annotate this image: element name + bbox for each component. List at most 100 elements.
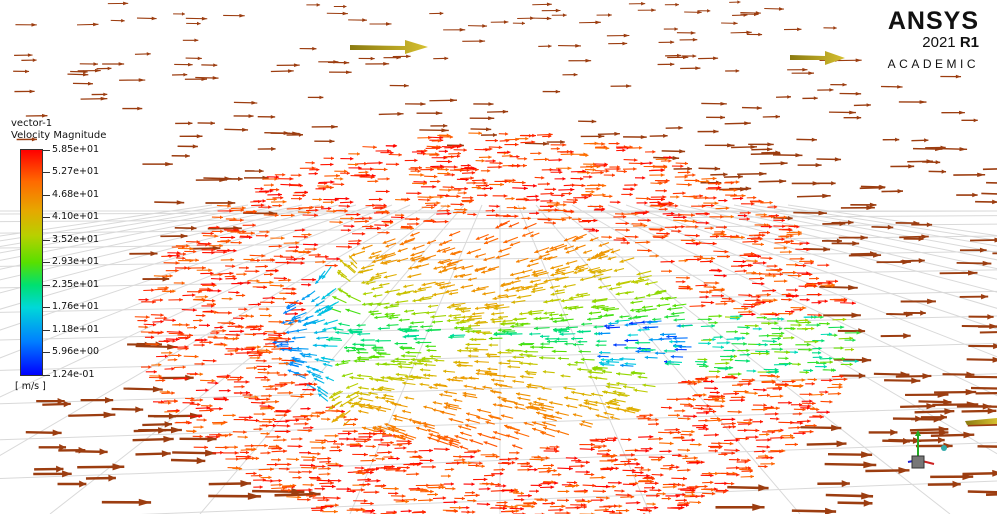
surface-vector bbox=[538, 483, 542, 488]
velocity-arrow bbox=[151, 16, 157, 21]
velocity-arrow bbox=[952, 480, 961, 488]
surface-vector bbox=[503, 239, 508, 244]
surface-vector bbox=[613, 268, 618, 273]
surface-vector bbox=[447, 474, 452, 478]
velocity-arrow bbox=[188, 121, 193, 126]
surface-vector bbox=[288, 488, 292, 493]
velocity-arrow bbox=[164, 421, 173, 428]
surface-vector bbox=[423, 373, 427, 377]
surface-vector bbox=[780, 435, 785, 440]
surface-vector bbox=[628, 316, 632, 321]
surface-vector bbox=[194, 372, 198, 376]
surface-vector bbox=[715, 433, 719, 437]
surface-vector bbox=[471, 329, 475, 334]
surface-vector bbox=[283, 449, 288, 453]
surface-vector bbox=[252, 332, 257, 337]
surface-vector bbox=[481, 464, 485, 469]
surface-vector bbox=[335, 462, 339, 466]
surface-vector bbox=[705, 364, 709, 369]
surface-vector bbox=[562, 217, 567, 222]
velocity-arrow bbox=[858, 372, 866, 379]
surface-vector bbox=[630, 300, 634, 305]
velocity-arrow bbox=[614, 131, 620, 136]
surface-vector bbox=[276, 444, 280, 449]
surface-vector bbox=[767, 393, 771, 398]
velocity-arrow bbox=[170, 426, 182, 434]
surface-vector bbox=[746, 217, 750, 221]
surface-vector bbox=[772, 288, 777, 293]
surface-vector bbox=[460, 285, 465, 289]
surface-vector bbox=[464, 186, 469, 191]
surface-vector bbox=[356, 373, 361, 378]
surface-vector bbox=[393, 417, 397, 422]
surface-vector bbox=[304, 372, 309, 377]
velocity-arrow bbox=[955, 74, 962, 79]
surface-vector bbox=[367, 482, 371, 487]
surface-vector bbox=[442, 265, 447, 269]
surface-vector bbox=[487, 367, 491, 371]
surface-vector bbox=[344, 208, 348, 213]
surface-vector bbox=[179, 297, 183, 302]
surface-vector bbox=[394, 341, 398, 346]
velocity-arrow bbox=[345, 70, 352, 75]
surface-vector bbox=[685, 454, 689, 459]
surface-vector bbox=[413, 497, 417, 502]
surface-vector bbox=[852, 338, 856, 342]
surface-vector bbox=[492, 403, 497, 407]
surface-vector bbox=[533, 183, 537, 188]
surface-vector bbox=[742, 259, 746, 264]
surface-vector bbox=[676, 413, 680, 418]
surface-vector bbox=[467, 354, 471, 358]
surface-vector bbox=[553, 247, 558, 251]
surface-vector bbox=[603, 411, 607, 416]
surface-vector bbox=[253, 447, 257, 451]
surface-vector bbox=[257, 356, 261, 360]
surface-vector bbox=[491, 473, 495, 478]
surface-vector bbox=[396, 456, 400, 461]
surface-vector bbox=[611, 173, 615, 177]
surface-vector bbox=[448, 417, 453, 422]
surface-vector bbox=[437, 436, 442, 441]
surface-vector bbox=[191, 401, 195, 405]
surface-vector bbox=[563, 203, 567, 207]
surface-vector bbox=[466, 412, 470, 416]
surface-vector bbox=[380, 429, 384, 433]
velocity-arrow bbox=[196, 457, 206, 465]
surface-vector bbox=[614, 504, 618, 508]
velocity-arrow bbox=[555, 8, 561, 13]
surface-vector bbox=[747, 382, 752, 386]
surface-vector bbox=[303, 249, 307, 254]
surface-vector bbox=[646, 293, 651, 297]
surface-vector bbox=[747, 458, 751, 463]
velocity-arrow bbox=[121, 18, 125, 23]
surface-vector bbox=[671, 463, 675, 468]
velocity-arrow bbox=[162, 276, 170, 282]
surface-vector bbox=[469, 337, 474, 342]
surface-vector bbox=[527, 362, 531, 366]
surface-vector bbox=[608, 235, 612, 239]
surface-vector bbox=[840, 374, 844, 379]
surface-vector bbox=[525, 405, 529, 410]
surface-vector bbox=[649, 446, 653, 451]
surface-vector bbox=[754, 253, 758, 258]
surface-vector bbox=[493, 382, 498, 387]
surface-vector bbox=[695, 178, 700, 183]
velocity-arrow bbox=[851, 312, 861, 319]
surface-vector bbox=[408, 325, 412, 329]
surface-vector bbox=[323, 321, 328, 326]
surface-vector bbox=[581, 420, 585, 424]
surface-vector bbox=[402, 334, 407, 339]
surface-vector bbox=[538, 151, 542, 156]
velocity-arrow bbox=[744, 121, 751, 126]
velocity-arrow bbox=[370, 56, 375, 61]
surface-vector bbox=[762, 233, 766, 238]
surface-vector bbox=[315, 280, 319, 284]
surface-vector bbox=[641, 466, 645, 470]
surface-vector bbox=[219, 243, 223, 248]
surface-vector bbox=[175, 268, 179, 273]
velocity-arrow bbox=[869, 202, 877, 208]
surface-vector bbox=[690, 404, 694, 408]
surface-vector bbox=[596, 186, 601, 191]
surface-vector bbox=[744, 460, 748, 464]
